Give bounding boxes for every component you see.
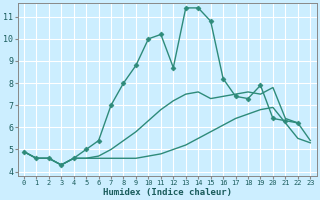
X-axis label: Humidex (Indice chaleur): Humidex (Indice chaleur)	[103, 188, 232, 197]
